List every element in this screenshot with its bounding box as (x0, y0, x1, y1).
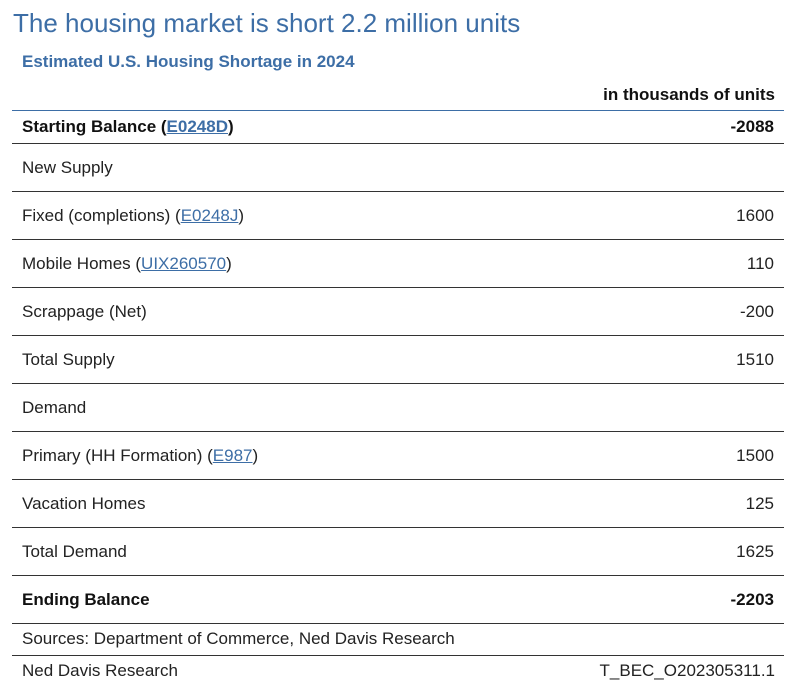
row-label: Total Demand (22, 542, 127, 562)
series-code-link[interactable]: E987 (212, 445, 253, 465)
row-label-text: Starting Balance (22, 117, 157, 136)
table-row: Ending Balance -2203 (12, 576, 784, 624)
row-value: 1625 (736, 541, 774, 561)
row-label: New Supply (22, 158, 113, 178)
row-value: 110 (746, 253, 774, 273)
row-label: Fixed (completions) (E0248J) (22, 205, 245, 225)
footer-divider (12, 655, 784, 656)
row-label-text: Fixed (completions) (22, 205, 171, 225)
row-label-text: Mobile Homes (22, 253, 131, 273)
row-label: Demand (22, 398, 86, 418)
row-label: Vacation Homes (22, 494, 145, 514)
row-label: Total Supply (22, 350, 115, 370)
series-code-link[interactable]: UIX260570 (141, 253, 227, 273)
row-value: -200 (739, 301, 774, 321)
table-row: Total Supply 1510 (12, 336, 784, 384)
table-row: Scrappage (Net) -200 (12, 288, 784, 336)
table-row: Primary (HH Formation) (E987) 1500 (12, 432, 784, 480)
table-row: Mobile Homes (UIX260570) 110 (12, 240, 784, 288)
table-row: Demand (12, 384, 784, 432)
units-label: in thousands of units (603, 85, 775, 104)
chart-id: T_BEC_O202305311.1 (599, 661, 775, 680)
sources-note: Sources: Department of Commerce, Ned Dav… (22, 629, 455, 648)
table-row: Starting Balance (E0248D) -2088 (12, 111, 784, 144)
brand-label: Ned Davis Research (22, 661, 178, 680)
series-code-link[interactable]: E0248D (166, 117, 228, 136)
row-value: -2088 (730, 117, 774, 136)
series-code-link[interactable]: E0248J (180, 205, 239, 225)
row-value: -2203 (730, 589, 774, 609)
row-label-text: Ending Balance (22, 589, 150, 609)
row-label-text: New Supply (22, 157, 113, 177)
row-label-text: Total Demand (22, 541, 127, 561)
table-row: Total Demand 1625 (12, 528, 784, 576)
row-label-text: Scrappage (Net) (22, 301, 147, 321)
table-subtitle: Estimated U.S. Housing Shortage in 2024 (22, 52, 355, 71)
housing-shortage-table: Starting Balance (E0248D) -2088 New Supply… (12, 110, 784, 624)
row-label-text: Total Supply (22, 349, 115, 369)
row-label-text: Demand (22, 397, 87, 417)
row-label: Scrappage (Net) (22, 302, 147, 322)
row-label-text: Primary (HH Formation) (22, 445, 203, 465)
row-label: Mobile Homes (UIX260570) (22, 253, 232, 273)
row-label: Primary (HH Formation) (E987) (22, 445, 259, 465)
row-label-text: Vacation Homes (22, 493, 146, 513)
row-value: 1510 (736, 349, 774, 369)
table-row: Fixed (completions) (E0248J) 1600 (12, 192, 784, 240)
row-label: Starting Balance (E0248D) (22, 117, 234, 136)
table-row: Vacation Homes 125 (12, 480, 784, 528)
row-value: 1500 (736, 445, 774, 465)
row-value: 1600 (736, 205, 774, 225)
page-title: The housing market is short 2.2 million … (13, 8, 521, 38)
table-row: New Supply (12, 144, 784, 192)
row-value: 125 (745, 493, 774, 513)
footer-bar: Ned Davis Research T_BEC_O202305311.1 (22, 661, 775, 681)
row-label: Ending Balance (22, 590, 150, 610)
